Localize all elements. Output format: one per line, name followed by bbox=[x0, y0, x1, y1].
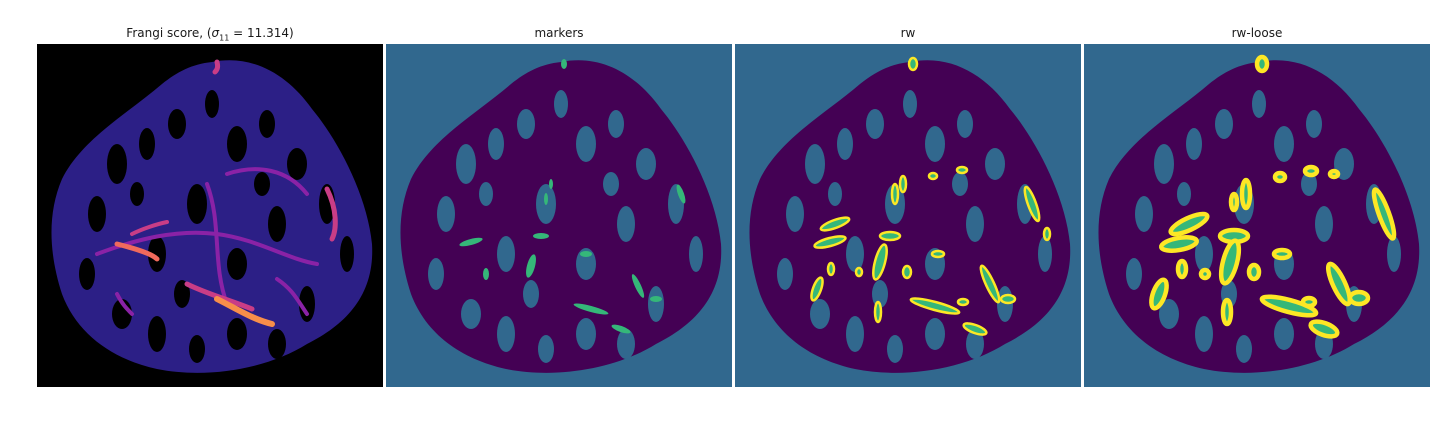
markers-holes bbox=[428, 90, 703, 363]
rw-holes bbox=[777, 90, 1052, 363]
frangi-score-image bbox=[37, 44, 383, 387]
markers-image bbox=[386, 44, 732, 387]
rw-loose-panel-title: rw-loose bbox=[1231, 26, 1283, 40]
rw-image bbox=[735, 44, 1081, 387]
rw-loose-vessels bbox=[1149, 54, 1397, 339]
markers-panel-title: markers bbox=[534, 26, 584, 40]
frangi-vessels bbox=[95, 59, 338, 327]
marker-seeds bbox=[459, 59, 686, 334]
rw-panel-title: rw bbox=[900, 26, 916, 40]
frangi-holes bbox=[79, 90, 354, 363]
rw-vessels bbox=[810, 56, 1052, 336]
frangi-panel-title: Frangi score, (σ11 = 11.314) bbox=[126, 26, 294, 43]
rw-loose-image bbox=[1084, 44, 1430, 387]
